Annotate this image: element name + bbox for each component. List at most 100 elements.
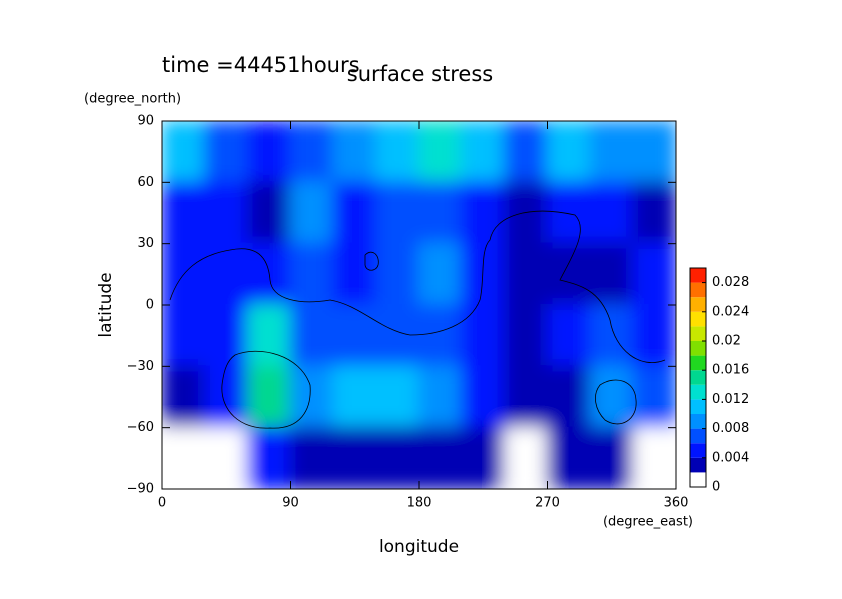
contour-cell [332,426,378,489]
contour-cell [162,181,206,245]
contour-cell [246,181,292,245]
x-axis-label: longitude [379,537,459,557]
y-tick-label: 90 [137,114,154,129]
contour-cell [546,242,592,306]
coastline [595,379,637,425]
contour-cell [375,242,420,306]
colorbar-band [690,268,706,283]
colorbar-band [690,326,706,341]
colorbar-band [690,443,706,458]
contour-cell [460,242,506,306]
contour-cell [203,121,249,184]
coastline [221,350,311,429]
contour-cell [460,181,506,245]
contour-cell [460,426,506,489]
contour-cell [460,365,506,429]
y-tick-label: 0 [146,298,154,313]
contour-cell [246,365,292,429]
contour-cell [375,121,420,184]
contour-cell [289,242,335,306]
contour-cell [162,121,206,184]
x-tick-label: 180 [407,496,432,511]
colorbar-band [690,414,706,429]
contour-cell [503,242,549,306]
colorbar-band [690,399,706,414]
y-tick-label: −90 [127,482,154,497]
contour-cell [246,426,292,489]
contour-cell [503,121,549,184]
colorbar-tick-label: 0.016 [712,363,749,378]
contour-cell [289,426,335,489]
contour-cell [203,365,249,429]
y-tick-label: −30 [127,359,154,374]
contour-cell [632,304,676,368]
contour-cell [546,181,592,245]
contour-cell [203,304,249,368]
colorbar-band [690,370,706,385]
contour-cell [203,181,249,245]
contour-cell [246,304,292,368]
contour-cell [332,242,378,306]
contour-cell [375,365,420,429]
contour-cell [589,242,635,306]
colorbar-band [690,355,706,371]
contour-cell [589,426,635,489]
contour-cell [546,426,592,489]
y-unit: (degree_north) [84,92,181,107]
contour-cell [203,426,249,489]
coastlines [169,210,666,429]
colorbar-tick-label: 0.004 [712,450,749,465]
contour-cell [503,365,549,429]
y-axis-label: latitude [96,272,116,337]
contour-cell [418,181,463,245]
contour-cell [546,304,592,368]
contour-cell [289,181,335,245]
contour-cell [503,426,549,489]
contour-cell [503,181,549,245]
colorbar-band [690,384,706,400]
x-tick-label: 270 [535,496,560,511]
contour-cell [460,121,506,184]
contour-cell [546,365,592,429]
contour-cell [632,181,676,245]
contour-cell [632,242,676,306]
colorbar-tick-label: 0.012 [712,392,749,407]
colorbar-band [690,311,706,327]
contour-cell [632,121,676,184]
contour-cell [418,426,463,489]
colorbar-frame [689,267,707,488]
y-tick-label: 60 [137,175,154,190]
contour-cell [632,426,676,489]
contour-cell [162,304,206,368]
contour-cell [203,242,249,306]
contour-field [162,121,676,489]
colorbar-band [690,282,706,298]
contour-cell [332,181,378,245]
colorbar-band [690,341,706,356]
y-tick-label: −60 [127,420,154,435]
contour-cell [332,365,378,429]
contour-cell [589,121,635,184]
colorbar-tick-label: 0.028 [712,275,749,290]
contour-cell [375,181,420,245]
contour-cell [289,304,335,368]
contour-cell [632,365,676,429]
contour-cell [546,121,592,184]
colorbar-tick-label: 0.02 [712,334,741,349]
contour-cell [418,121,463,184]
y-tick-label: 30 [137,236,154,251]
time-label: time =44451hours [162,53,360,77]
contour-cell [289,365,335,429]
colorbar-band [690,472,706,487]
colorbar-band [690,297,706,312]
contour-cell [162,365,206,429]
contour-fill [162,121,676,489]
contour-cell [503,304,549,368]
contour-cell [460,304,506,368]
colorbar-tick-label: 0.024 [712,304,749,319]
contour-cell [418,242,463,306]
contour-cell [162,426,206,489]
colorbar-tick-label: 0.008 [712,421,749,436]
x-tick-label: 90 [282,496,299,511]
